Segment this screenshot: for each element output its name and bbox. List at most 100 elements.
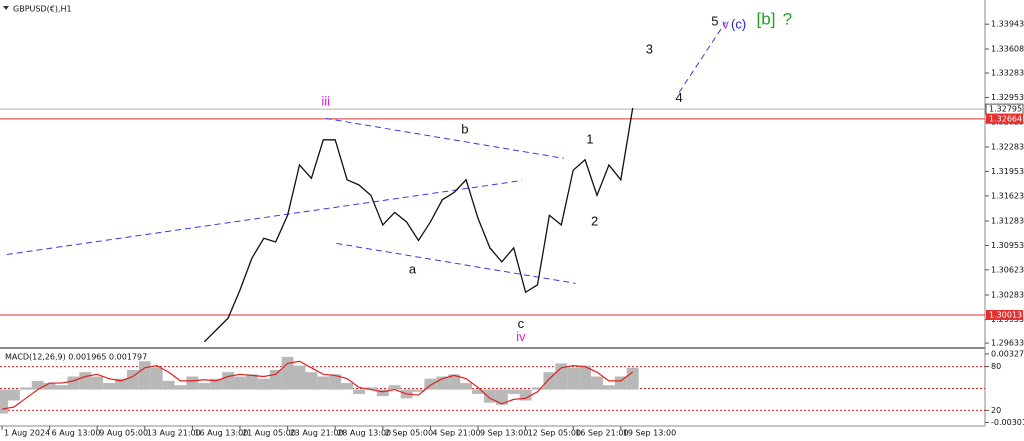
menu-triangle — [3, 6, 9, 10]
histogram-bar — [126, 369, 139, 390]
horizontal-line-label: 1.30013 — [989, 310, 1022, 319]
wave-label: 2 — [591, 213, 598, 228]
y-tick-label: 1.32953 — [991, 93, 1024, 102]
indicator-title: MACD(12,26,9) 0.001965 0.001797 — [5, 353, 147, 362]
histogram-bar — [174, 385, 187, 390]
histogram-bar — [436, 376, 449, 390]
wave-label: 5 — [711, 14, 718, 29]
y-tick-label: 1.32283 — [991, 143, 1024, 152]
x-tick-label: 9 Sep 13:00 — [480, 429, 528, 438]
trendline — [336, 242, 576, 284]
signal-line — [1, 360, 634, 410]
histogram-bar — [495, 389, 508, 405]
histogram-bar — [79, 372, 92, 390]
histogram-bar — [198, 383, 211, 390]
histogram-bar — [614, 376, 627, 390]
histogram-bar — [162, 380, 175, 390]
histogram-bar — [388, 385, 401, 390]
histogram-bar — [293, 365, 306, 390]
y-tick-label: 1.31953 — [991, 167, 1024, 176]
histogram-bar — [341, 383, 354, 390]
histogram-bar — [305, 372, 318, 390]
x-tick-label: 13 Aug 21:00 — [147, 429, 201, 438]
horizontal-line-label: 1.32664 — [989, 114, 1022, 123]
histogram-bar — [602, 385, 615, 390]
y-tick-label: 1.31623 — [991, 191, 1024, 200]
y-tick-label: 0.003276 — [991, 349, 1024, 358]
histogram-bar — [269, 369, 282, 390]
trendline — [678, 21, 726, 93]
y-tick-label: 1.30953 — [991, 241, 1024, 250]
horizontal-line-box — [986, 113, 1023, 124]
histogram-bar — [257, 378, 270, 390]
y-tick-label: 1.30283 — [991, 290, 1024, 299]
histogram-bar — [222, 372, 235, 390]
x-tick-label: 9 Aug 05:00 — [99, 429, 148, 438]
chart-title: GBPUSD(€),H1 — [13, 5, 72, 14]
histogram-bar — [31, 380, 44, 390]
wave-label: iv — [516, 329, 526, 344]
y-tick-label: 1.33943 — [991, 20, 1024, 29]
trendline — [6, 180, 523, 256]
wave-label: c — [518, 316, 525, 331]
wave-label: b — [461, 122, 468, 137]
histogram-bar — [317, 376, 330, 390]
histogram-bar — [186, 376, 199, 390]
histogram-bar — [626, 367, 639, 390]
x-tick-label: 12 Sep 05:00 — [528, 429, 581, 438]
x-tick-label: 4 Sep 21:00 — [432, 429, 480, 438]
x-tick-label: 23 Aug 21:00 — [290, 429, 344, 438]
wave-label: (c) — [731, 17, 746, 32]
wave-label: [b] — [757, 9, 776, 28]
histogram-bar — [531, 387, 544, 390]
histogram-bar — [543, 372, 556, 390]
histogram-bar — [364, 387, 377, 390]
histogram-bar — [91, 376, 104, 390]
y2-tick-label: 20 — [991, 406, 1001, 415]
histogram-bar — [103, 383, 116, 390]
wave-label: v — [722, 17, 729, 32]
x-tick-label: 19 Sep 13:00 — [623, 429, 676, 438]
horizontal-line-box — [986, 309, 1023, 320]
histogram-bar — [376, 389, 389, 397]
x-tick-label: 1 Aug 2024 — [4, 429, 50, 438]
x-tick-label: 16 Aug 13:00 — [194, 429, 248, 438]
y-tick-label: 1.33283 — [991, 69, 1024, 78]
current-price-label: 1.32795 — [989, 105, 1022, 114]
histogram-bar — [234, 376, 246, 390]
y2-tick-label: 80 — [991, 362, 1001, 371]
histogram-bar — [567, 367, 580, 390]
wave-label: ? — [783, 9, 792, 28]
histogram-bar — [7, 389, 20, 401]
histogram-bar — [55, 385, 68, 390]
x-tick-label: 16 Sep 21:00 — [575, 429, 628, 438]
wave-label: 4 — [675, 90, 682, 105]
x-tick-label: 6 Aug 13:00 — [52, 429, 101, 438]
histogram-bar — [67, 376, 80, 390]
wave-label: 1 — [586, 131, 593, 146]
histogram-bar — [245, 374, 258, 390]
wave-label: iii — [321, 94, 330, 109]
histogram-bar — [281, 356, 294, 390]
histogram-bar — [0, 389, 8, 414]
histogram-bar — [150, 367, 163, 390]
histogram-bar — [519, 389, 532, 401]
wave-label: a — [409, 261, 417, 276]
histogram-bar — [472, 389, 484, 394]
histogram-bar — [448, 374, 461, 390]
histogram-bar — [483, 389, 496, 403]
wave-label: 3 — [646, 42, 653, 57]
histogram-bar — [460, 383, 473, 390]
histogram-bar — [507, 389, 520, 394]
x-tick-label: 21 Aug 05:00 — [242, 429, 296, 438]
histogram-bar — [329, 374, 342, 390]
y-tick-label: 1.33608 — [991, 44, 1024, 53]
x-tick-label: 28 Aug 13:00 — [337, 429, 391, 438]
histogram-bar — [353, 389, 365, 394]
y-tick-label: 1.30623 — [991, 265, 1024, 274]
histogram-bar — [591, 376, 603, 390]
histogram-bar — [424, 378, 437, 390]
x-tick-label: 2 Sep 05:00 — [385, 429, 433, 438]
